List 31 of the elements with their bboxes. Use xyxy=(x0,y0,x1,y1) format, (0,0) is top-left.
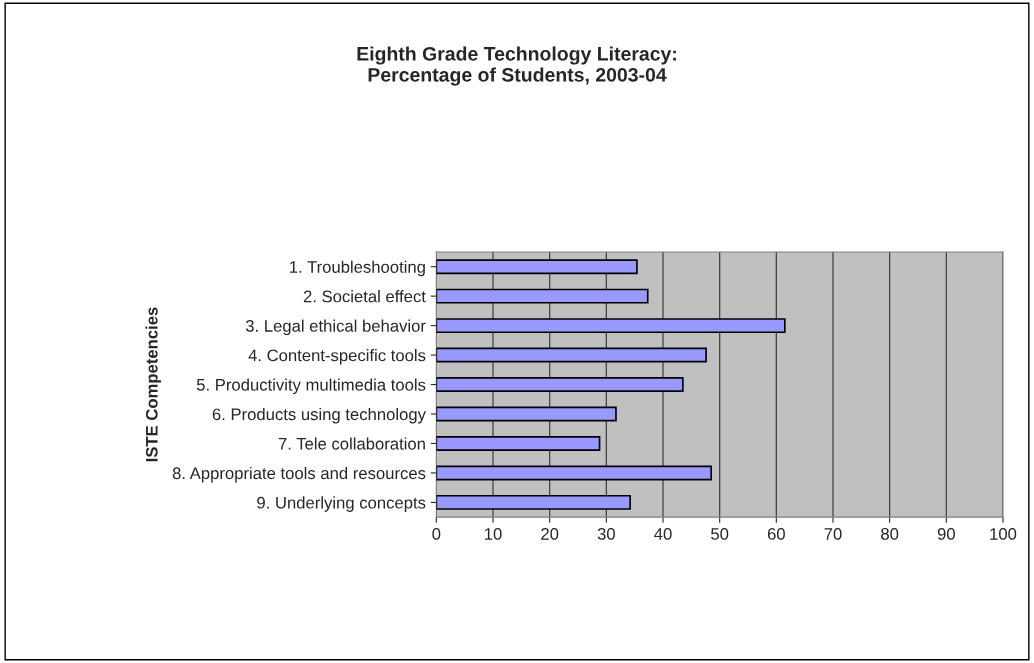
y-tick-label: 4. Content-specific tools xyxy=(248,349,426,365)
y-tick-label: 6. Products using technology xyxy=(212,407,426,424)
x-tick-label: 40 xyxy=(654,528,672,540)
bar xyxy=(436,288,649,304)
x-tick-label: 50 xyxy=(711,528,729,540)
y-tick-label: 1. Troubleshooting xyxy=(290,260,425,277)
x-tick-label: 0 xyxy=(432,528,441,540)
x-tick-label: 100 xyxy=(990,528,1017,540)
y-tick-label: 2. Societal effect xyxy=(303,290,426,303)
x-tick-label: 20 xyxy=(541,528,559,540)
y-tick-label: 8. Appropriate tools and resources xyxy=(172,466,426,483)
chart-title: Eighth Grade Technology Literacy: Percentage of Students, 2003-04 xyxy=(357,46,676,86)
y-tick-label: 3. Legal ethical behavior xyxy=(245,319,426,336)
x-tick-label: 90 xyxy=(937,528,955,540)
bar xyxy=(436,465,712,481)
y-tick-label: 9. Underlying concepts xyxy=(257,496,426,512)
bar xyxy=(436,494,631,510)
x-tick-label: 70 xyxy=(824,528,842,540)
bar xyxy=(436,377,684,393)
x-tick-label: 60 xyxy=(767,528,785,540)
bar xyxy=(436,406,617,422)
bar xyxy=(436,436,601,451)
x-tick-label: 30 xyxy=(597,528,615,540)
bar xyxy=(436,318,786,334)
bar xyxy=(436,259,638,275)
y-axis-title: ISTE Competencies xyxy=(145,307,161,462)
y-tick-label: 5. Productivity multimedia tools xyxy=(196,378,426,395)
y-tick-label: 7. Tele collaboration xyxy=(278,437,425,450)
x-tick-label: 80 xyxy=(881,528,899,540)
x-tick-label: 10 xyxy=(485,528,502,540)
bar xyxy=(436,347,707,363)
